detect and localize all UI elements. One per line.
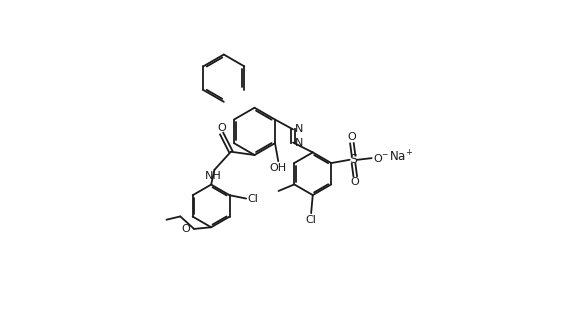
Text: Cl: Cl xyxy=(306,215,317,225)
Text: O: O xyxy=(217,123,226,133)
Text: O$^{-}$: O$^{-}$ xyxy=(373,152,389,164)
Text: Cl: Cl xyxy=(248,193,259,203)
Text: O: O xyxy=(181,224,190,234)
Text: N: N xyxy=(295,138,303,148)
Text: NH: NH xyxy=(205,171,221,181)
Text: S: S xyxy=(350,153,358,166)
Text: O: O xyxy=(351,177,360,187)
Text: N: N xyxy=(295,124,303,134)
Text: OH: OH xyxy=(270,163,287,173)
Text: O: O xyxy=(347,133,356,143)
Text: Na$^{+}$: Na$^{+}$ xyxy=(389,149,413,164)
